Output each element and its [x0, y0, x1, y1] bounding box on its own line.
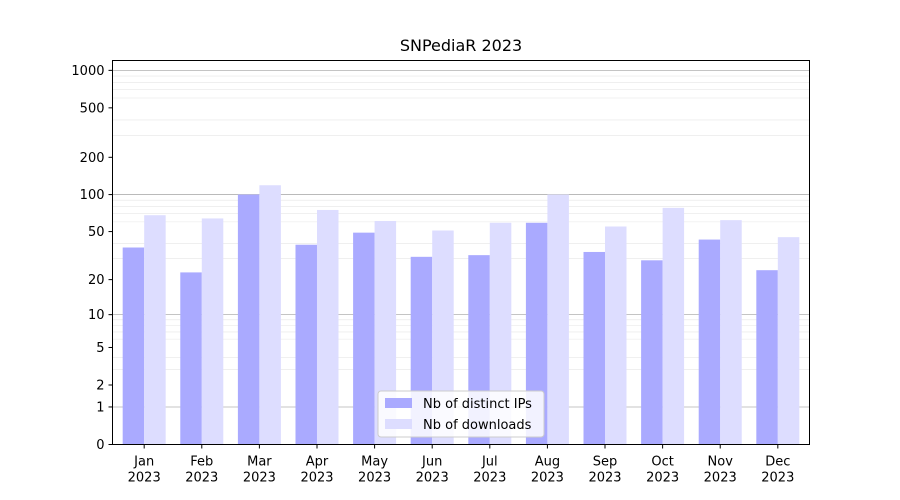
chart-title: SNPediaR 2023: [400, 36, 522, 55]
bar-distinct-ips: [641, 260, 663, 445]
x-tick-label-year: 2023: [358, 471, 391, 486]
y-tick-label: 50: [88, 225, 105, 240]
legend-swatch: [385, 419, 412, 429]
x-tick-label-year: 2023: [243, 471, 276, 486]
x-tick-label-month: Aug: [535, 455, 560, 470]
y-tick-label: 20: [88, 273, 105, 288]
x-tick-label-month: Jul: [481, 455, 498, 470]
bar-downloads: [144, 215, 166, 445]
y-tick-label: 500: [80, 101, 105, 116]
bar-downloads: [201, 218, 224, 445]
legend-box: [377, 390, 545, 438]
bar-downloads: [259, 185, 281, 445]
plot-frame: [112, 60, 810, 445]
y-tick-label: 5: [96, 341, 104, 356]
x-tick-label-month: Oct: [651, 455, 673, 470]
bar-downloads: [489, 222, 512, 445]
x-tick-label-month: Apr: [306, 455, 329, 470]
bar-downloads: [605, 226, 627, 445]
bar-distinct-ips: [583, 251, 606, 445]
bar-downloads: [547, 194, 569, 445]
x-tick-label-month: Sep: [593, 455, 618, 470]
x-tick-label-year: 2023: [646, 471, 679, 486]
grid-lines: [112, 69, 810, 408]
legend-swatch: [385, 398, 412, 408]
legend-label: Nb of distinct IPs: [423, 397, 532, 412]
bars: [122, 185, 800, 445]
x-tick-label-year: 2023: [588, 471, 621, 486]
bar-distinct-ips: [122, 247, 145, 445]
y-tick-label: 200: [80, 151, 105, 166]
x-axis: Jan2023Feb2023Mar2023Apr2023May2023Jun20…: [128, 444, 794, 486]
y-tick-label: 1000: [71, 64, 104, 79]
y-axis: 0 1 2 5 10 20 50 100 200 500 1000: [71, 64, 113, 453]
y-tick-label: 1: [96, 400, 104, 415]
bar-downloads: [777, 237, 800, 445]
bar-downloads: [374, 220, 397, 445]
bar-distinct-ips: [295, 244, 317, 445]
x-tick-label-year: 2023: [300, 471, 333, 486]
y-tick-label: 2: [96, 379, 104, 394]
bar-distinct-ips: [353, 232, 375, 445]
bar-distinct-ips: [525, 222, 548, 445]
x-tick-label-month: Jun: [421, 455, 442, 470]
y-tick-label: 0: [96, 438, 104, 453]
bar-distinct-ips: [756, 270, 778, 445]
bar-distinct-ips: [698, 239, 721, 445]
bar-distinct-ips: [237, 194, 260, 445]
x-tick-label-year: 2023: [416, 471, 449, 486]
x-tick-label-month: Mar: [247, 455, 272, 470]
bar-downloads: [662, 207, 685, 445]
x-tick-label-year: 2023: [185, 471, 218, 486]
x-tick-label-year: 2023: [473, 471, 506, 486]
legend-label: Nb of downloads: [423, 418, 532, 433]
x-tick-label-year: 2023: [704, 471, 737, 486]
x-tick-label-year: 2023: [761, 471, 794, 486]
x-tick-label-month: Feb: [190, 455, 213, 470]
x-tick-label-month: May: [361, 455, 388, 470]
x-tick-label-month: Nov: [708, 455, 734, 470]
bar-downloads: [720, 220, 742, 445]
bar-distinct-ips: [180, 272, 202, 445]
x-tick-label-year: 2023: [128, 471, 161, 486]
y-tick-label: 100: [80, 188, 105, 203]
bar-downloads: [316, 209, 339, 445]
x-tick-label-month: Jan: [133, 455, 154, 470]
y-tick-label: 10: [88, 308, 105, 323]
x-tick-label-year: 2023: [531, 471, 564, 486]
legend: Nb of distinct IPs Nb of downloads: [377, 390, 545, 438]
x-tick-label-month: Dec: [765, 455, 790, 470]
